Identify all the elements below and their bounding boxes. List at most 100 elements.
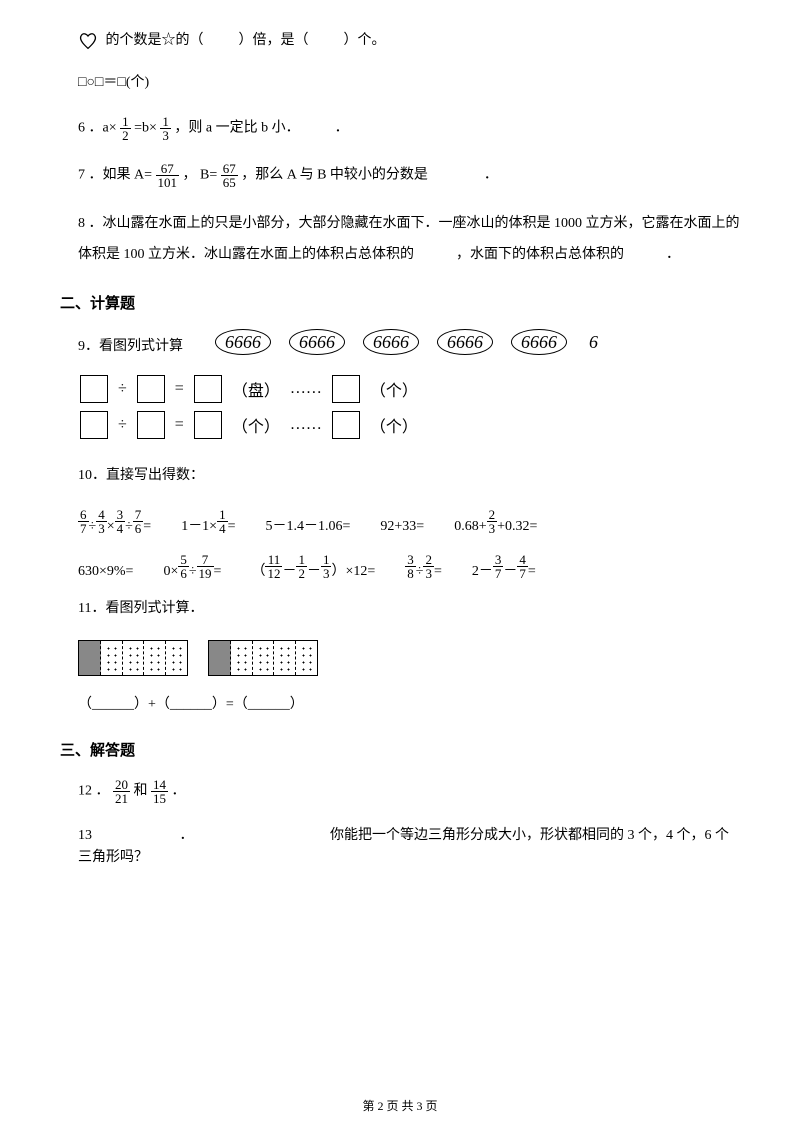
fraction: 12 bbox=[296, 553, 307, 580]
calc-item: 1－1×14= bbox=[181, 508, 235, 535]
q6-frac2: 1 3 bbox=[160, 115, 171, 142]
q-heart-text-1: 的个数是☆的（ bbox=[106, 33, 204, 48]
fraction: 37 bbox=[493, 553, 504, 580]
q7-num: 7 bbox=[78, 168, 85, 183]
cell-dots bbox=[274, 641, 296, 675]
q9-eq2: ÷ = （个） …… （个） bbox=[80, 411, 740, 439]
q12-frac2: 14 15 bbox=[151, 778, 168, 805]
q8-text: ．冰山露在水面上的只是小部分，大部分隐藏在水面下．一座冰山的体积是 1000 立… bbox=[78, 216, 740, 262]
q6-mid: =b× bbox=[134, 121, 157, 136]
q-heart-text-2: ）倍，是（ bbox=[239, 33, 309, 48]
fraction: 56 bbox=[178, 553, 189, 580]
calc-item: 0.68+23+0.32= bbox=[454, 508, 537, 535]
fraction: 34 bbox=[115, 508, 126, 535]
q-heart-line: 的个数是☆的（ ）倍，是（ ）个。 bbox=[78, 30, 740, 52]
eq-box bbox=[137, 411, 165, 439]
q10-row1: 67÷43×34÷76=1－1×14=5－1.4－1.06=92+33=0.68… bbox=[78, 508, 740, 535]
q6: 6 ．a× 1 2 =b× 1 3 ，则 a 一定比 b 小． ． bbox=[78, 115, 740, 142]
calc-item: 630×9%= bbox=[78, 564, 133, 580]
strip-1 bbox=[78, 640, 188, 676]
fraction: 67 bbox=[78, 508, 89, 535]
loop-extra: 6 bbox=[589, 332, 598, 353]
eq2-unit2: （个） bbox=[370, 413, 418, 437]
section-2-title: 二、计算题 bbox=[60, 292, 740, 313]
eq-box bbox=[332, 375, 360, 403]
fraction: 23 bbox=[487, 508, 498, 535]
q9-label: 9．看图列式计算 bbox=[78, 335, 183, 355]
q11-shapes bbox=[78, 640, 740, 676]
q7-comma: ， bbox=[183, 168, 197, 183]
q12-frac1: 20 21 bbox=[113, 778, 130, 805]
page-footer: 第 2 页 共 3 页 bbox=[0, 1097, 800, 1114]
eq1-dots: …… bbox=[290, 380, 322, 398]
q7-a-label: A= bbox=[134, 168, 152, 183]
q-heart-blank-1 bbox=[207, 33, 235, 48]
eq2-unit1: （个） bbox=[232, 413, 280, 437]
q7-frac-b: 67 65 bbox=[221, 162, 238, 189]
eq-box bbox=[194, 411, 222, 439]
fraction: 43 bbox=[96, 508, 107, 535]
q13: 13 ． 你能把一个等边三角形分成大小，形状都相同的 3 个，4 个，6 个三角… bbox=[78, 825, 740, 870]
q10-label: 10．直接写出得数： bbox=[78, 465, 740, 487]
cell-shaded bbox=[79, 641, 101, 675]
q7-suffix: ，那么 A 与 B 中较小的分数是 ． bbox=[241, 168, 498, 183]
fraction: 719 bbox=[197, 553, 214, 580]
q7-b-label: B= bbox=[200, 168, 217, 183]
oval-3: 6666 bbox=[363, 329, 419, 355]
q11-label: 11．看图列式计算． bbox=[78, 598, 740, 620]
q9-shapes: 6666 6666 6666 6666 6666 6 bbox=[215, 329, 598, 355]
calc-item: （1112－12－13）×12= bbox=[251, 553, 375, 580]
calc-item: 5－1.4－1.06= bbox=[266, 515, 351, 535]
q10-row2: 630×9%= 0×56÷719= （1112－12－13）×12= 38÷23= 2－… bbox=[78, 553, 740, 580]
fraction: 47 bbox=[517, 553, 528, 580]
q8-num: 8 bbox=[78, 216, 85, 231]
eq2-dots: …… bbox=[290, 416, 322, 434]
cell-dots bbox=[253, 641, 275, 675]
heart-icon bbox=[78, 32, 98, 50]
oval-4: 6666 bbox=[437, 329, 493, 355]
q-heart-text-3: ）个。 bbox=[344, 33, 386, 48]
q12: 12 ． 20 21 和 14 15 ． bbox=[78, 778, 740, 805]
eq-box bbox=[80, 411, 108, 439]
q-heart-blank-2 bbox=[312, 33, 340, 48]
eq-box bbox=[80, 375, 108, 403]
q9: 9．看图列式计算 6666 6666 6666 6666 6666 6 bbox=[60, 331, 740, 357]
q11-eq: （______）+（______）=（______） bbox=[78, 694, 740, 716]
q9-eq1: ÷ = （盘） …… （个） bbox=[80, 375, 740, 403]
cell-dots bbox=[123, 641, 145, 675]
fraction: 14 bbox=[217, 508, 228, 535]
cell-shaded bbox=[209, 641, 231, 675]
fraction: 38 bbox=[405, 553, 416, 580]
cell-dots bbox=[296, 641, 317, 675]
calc-item: 67÷43×34÷76= bbox=[78, 508, 151, 535]
oval-1: 6666 bbox=[215, 329, 271, 355]
q8: 8 ．冰山露在水面上的只是小部分，大部分隐藏在水面下．一座冰山的体积是 1000… bbox=[78, 209, 740, 271]
cell-dots bbox=[101, 641, 123, 675]
q7-frac-a: 67 101 bbox=[156, 162, 180, 189]
q6-num: 6 bbox=[78, 121, 85, 136]
eq-box bbox=[137, 375, 165, 403]
q6-suffix: ，则 a 一定比 b 小． ． bbox=[174, 121, 348, 136]
fraction: 1112 bbox=[265, 553, 282, 580]
fraction: 76 bbox=[133, 508, 144, 535]
cell-dots bbox=[166, 641, 187, 675]
q6-prefix: ．a× bbox=[89, 121, 117, 136]
section-3-title: 三、解答题 bbox=[60, 739, 740, 760]
cell-dots bbox=[144, 641, 166, 675]
calc-item: 2－37－47= bbox=[472, 553, 536, 580]
oval-2: 6666 bbox=[289, 329, 345, 355]
fraction: 23 bbox=[423, 553, 434, 580]
eq1-unit2: （个） bbox=[370, 377, 418, 401]
fraction: 13 bbox=[321, 553, 332, 580]
eq-box bbox=[332, 411, 360, 439]
oval-5: 6666 bbox=[511, 329, 567, 355]
calc-item: 0×56÷719= bbox=[163, 553, 221, 580]
q6-frac1: 1 2 bbox=[120, 115, 131, 142]
strip-2 bbox=[208, 640, 318, 676]
q7: 7 ．如果 A= 67 101 ， B= 67 65 ，那么 A 与 B 中较小… bbox=[78, 162, 740, 189]
q-boxes-line: □○□＝□(个) bbox=[78, 72, 740, 94]
cell-dots bbox=[231, 641, 253, 675]
eq1-unit1: （盘） bbox=[232, 377, 280, 401]
calc-item: 38÷23= bbox=[405, 553, 442, 580]
q7-prefix: ．如果 bbox=[89, 168, 131, 183]
